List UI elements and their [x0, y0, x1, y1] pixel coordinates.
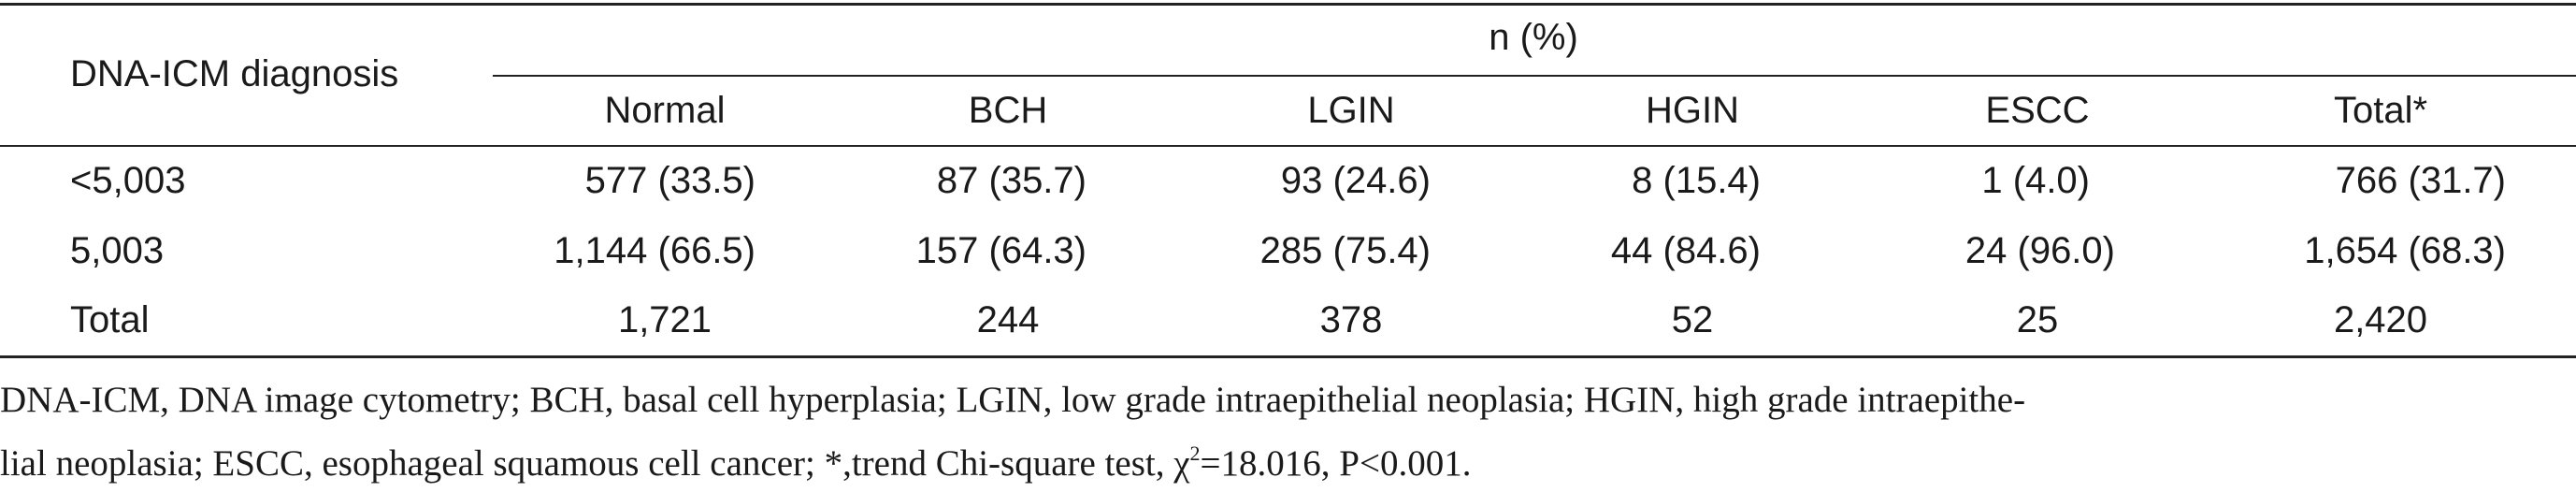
footnote-line-1: DNA-ICM, DNA image cytometry; BCH, basal…	[0, 380, 2026, 420]
table-cell: 1,721	[617, 299, 712, 340]
table-cell: 378	[1319, 299, 1383, 340]
column-header-escc: ESCC	[1985, 90, 2090, 131]
table-cell: 157 (64.3)	[915, 230, 1087, 271]
table-cell: 1 (4.0)	[1981, 160, 2090, 201]
row-label: Total	[70, 299, 150, 340]
table-cell: 8 (15.4)	[1632, 160, 1761, 201]
footnote-line-2-stats: =18.016, P<0.001.	[1200, 443, 1472, 484]
table-cell: 93 (24.6)	[1280, 160, 1431, 201]
row-label: 5,003	[70, 230, 165, 271]
table-cell: 25	[2016, 299, 2059, 340]
top-rule	[0, 3, 2576, 6]
column-header-normal: Normal	[604, 90, 726, 131]
row-label: <5,003	[70, 160, 186, 201]
group-header-rule	[493, 75, 2576, 77]
footnote-line-2-text: lial neoplasia; ESCC, esophageal squamou…	[0, 443, 1190, 484]
table-cell: 285 (75.4)	[1259, 230, 1431, 271]
table-bottom-rule	[0, 355, 2576, 358]
column-header-total: Total*	[2333, 90, 2428, 131]
table-cell: 24 (96.0)	[1964, 230, 2115, 271]
table-cell: 577 (33.5)	[584, 160, 756, 201]
column-header-bch: BCH	[968, 90, 1048, 131]
column-header-hgin: HGIN	[1646, 90, 1739, 131]
table-cell: 87 (35.7)	[936, 160, 1087, 201]
table-cell: 2,420	[2333, 299, 2428, 340]
table-cell: 52	[1671, 299, 1714, 340]
table-cell: 766 (31.7)	[2335, 160, 2506, 201]
table-cell: 44 (84.6)	[1610, 230, 1761, 271]
header-bottom-rule	[0, 145, 2576, 147]
table-cell: 244	[976, 299, 1040, 340]
group-header: n (%)	[1489, 17, 1578, 58]
chi-square-superscript: 2	[1189, 441, 1201, 465]
footnote-line-2: lial neoplasia; ESCC, esophageal squamou…	[0, 436, 2576, 492]
table-cell: 1,654 (68.3)	[2304, 230, 2506, 271]
row-header-label: DNA-ICM diagnosis	[70, 53, 399, 94]
table-cell: 1,144 (66.5)	[554, 230, 756, 271]
column-header-lgin: LGIN	[1307, 90, 1395, 131]
